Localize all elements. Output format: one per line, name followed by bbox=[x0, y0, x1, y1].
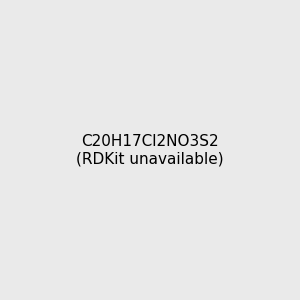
Text: C20H17Cl2NO3S2
(RDKit unavailable): C20H17Cl2NO3S2 (RDKit unavailable) bbox=[76, 134, 224, 166]
